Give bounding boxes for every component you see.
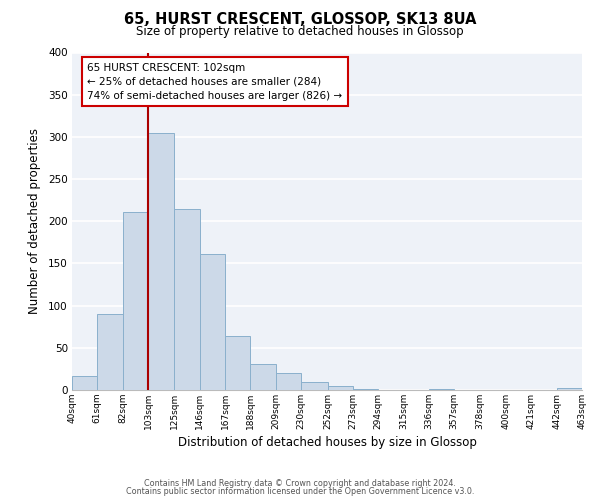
Bar xyxy=(328,386,353,390)
Bar xyxy=(97,314,122,390)
Bar xyxy=(250,364,276,390)
Bar xyxy=(276,373,301,390)
Bar xyxy=(148,132,175,390)
Bar xyxy=(557,388,582,390)
Text: Contains public sector information licensed under the Open Government Licence v3: Contains public sector information licen… xyxy=(126,487,474,496)
Y-axis label: Number of detached properties: Number of detached properties xyxy=(28,128,41,314)
Text: 65, HURST CRESCENT, GLOSSOP, SK13 8UA: 65, HURST CRESCENT, GLOSSOP, SK13 8UA xyxy=(124,12,476,28)
X-axis label: Distribution of detached houses by size in Glossop: Distribution of detached houses by size … xyxy=(178,436,476,449)
Bar xyxy=(122,212,148,390)
Bar xyxy=(429,389,454,390)
Bar xyxy=(200,254,225,390)
Bar xyxy=(301,382,328,390)
Bar xyxy=(353,389,378,390)
Text: Size of property relative to detached houses in Glossop: Size of property relative to detached ho… xyxy=(136,25,464,38)
Text: 65 HURST CRESCENT: 102sqm
← 25% of detached houses are smaller (284)
74% of semi: 65 HURST CRESCENT: 102sqm ← 25% of detac… xyxy=(88,62,343,100)
Bar xyxy=(225,336,250,390)
Bar xyxy=(72,376,97,390)
Text: Contains HM Land Registry data © Crown copyright and database right 2024.: Contains HM Land Registry data © Crown c… xyxy=(144,478,456,488)
Bar xyxy=(175,210,200,390)
